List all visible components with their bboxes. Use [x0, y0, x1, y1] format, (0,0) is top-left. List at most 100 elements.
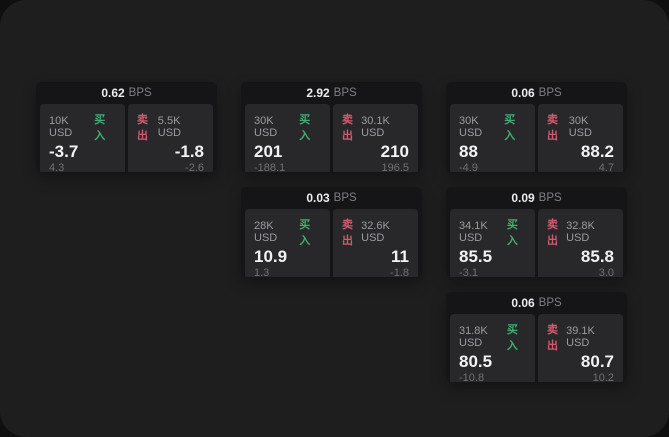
sell-quote-panel[interactable]: 卖出 32.8K USD 85.8 3.0 [538, 209, 623, 277]
sell-quote-panel[interactable]: 卖出 5.5K USD -1.8 -2.6 [128, 104, 213, 172]
sell-size: 30.1K USD [361, 115, 390, 139]
bps-spread-value: 0.06 [511, 86, 535, 100]
card-header: 0.03 BPS [241, 187, 422, 209]
sell-side-label: 卖出 [547, 219, 558, 247]
bps-spread-value: 0.09 [511, 191, 535, 205]
buy-quote-panel[interactable]: 30K USD 买入 88 -4.9 [450, 104, 535, 172]
bps-unit-label: BPS [333, 87, 357, 99]
sell-price: 88.2 [580, 142, 614, 161]
bps-unit-label: BPS [538, 192, 562, 204]
buy-side-label: 买入 [299, 114, 311, 142]
bps-unit-label: BPS [333, 192, 357, 204]
buy-delta: -10.8 [459, 371, 485, 382]
buy-delta: -4.9 [459, 161, 478, 172]
quote-panels: 30K USD 买入 88 -4.9 卖出 30K USD 88.2 4.7 [446, 104, 627, 172]
bps-spread-value: 2.92 [306, 86, 330, 100]
buy-panel-header: 31.8K USD 买入 [459, 321, 526, 353]
card-header: 0.06 BPS [446, 292, 627, 314]
sell-quote-panel[interactable]: 卖出 30K USD 88.2 4.7 [538, 104, 623, 172]
quote-card: 2.92 BPS 30K USD 买入 201 -188.1 卖出 30.1K … [241, 82, 422, 172]
buy-panel-header: 30K USD 买入 [459, 111, 526, 143]
quote-card: 0.09 BPS 34.1K USD 买入 85.5 -3.1 卖出 32.8K… [446, 187, 627, 277]
buy-size: 34.1K USD [459, 220, 488, 244]
card-header: 2.92 BPS [241, 82, 422, 104]
sell-size: 32.6K USD [361, 220, 390, 244]
buy-quote-panel[interactable]: 10K USD 买入 -3.7 4.3 [40, 104, 125, 172]
sell-panel-header: 卖出 32.8K USD [547, 216, 614, 248]
sell-price: 210 [380, 142, 409, 161]
buy-side-label: 买入 [506, 324, 518, 352]
sell-side-label: 卖出 [342, 114, 353, 142]
sell-side-label: 卖出 [342, 219, 353, 247]
bps-unit-label: BPS [128, 87, 152, 99]
quote-card: 0.06 BPS 31.8K USD 买入 80.5 -10.8 卖出 39.1… [446, 292, 627, 382]
buy-price: 85.5 [459, 247, 493, 266]
buy-price: -3.7 [49, 142, 79, 161]
buy-price: 201 [254, 142, 283, 161]
sell-quote-panel[interactable]: 卖出 30.1K USD 210 196.5 [333, 104, 418, 172]
card-header: 0.62 BPS [36, 82, 217, 104]
sell-delta: -1.8 [390, 266, 409, 277]
buy-side-label: 买入 [504, 114, 516, 142]
sell-panel-header: 卖出 32.6K USD [342, 216, 409, 248]
sell-price: -1.8 [174, 142, 204, 161]
quote-panels: 30K USD 买入 201 -188.1 卖出 30.1K USD 210 1… [241, 104, 422, 172]
bps-unit-label: BPS [538, 87, 562, 99]
sell-quote-panel[interactable]: 卖出 32.6K USD 11 -1.8 [333, 209, 418, 277]
sell-price: 80.7 [580, 352, 614, 371]
buy-panel-header: 30K USD 买入 [254, 111, 321, 143]
quote-panels: 34.1K USD 买入 85.5 -3.1 卖出 32.8K USD 85.8… [446, 209, 627, 277]
buy-quote-panel[interactable]: 31.8K USD 买入 80.5 -10.8 [450, 314, 535, 382]
buy-delta: 4.3 [49, 161, 65, 172]
buy-panel-header: 34.1K USD 买入 [459, 216, 526, 248]
buy-panel-header: 10K USD 买入 [49, 111, 116, 143]
buy-side-label: 买入 [299, 219, 311, 247]
buy-price: 88 [459, 142, 478, 161]
sell-size: 30K USD [568, 115, 592, 139]
sell-delta: -2.6 [185, 161, 204, 172]
buy-size: 10K USD [49, 115, 73, 139]
buy-side-label: 买入 [94, 114, 106, 142]
sell-delta: 10.2 [592, 371, 614, 382]
sell-delta: 196.5 [381, 161, 409, 172]
quote-card: 0.62 BPS 10K USD 买入 -3.7 4.3 卖出 5.5K USD… [36, 82, 217, 172]
buy-delta: 1.3 [254, 266, 270, 277]
quote-panels: 31.8K USD 买入 80.5 -10.8 卖出 39.1K USD 80.… [446, 314, 627, 382]
sell-size: 32.8K USD [566, 220, 595, 244]
buy-size: 31.8K USD [459, 325, 488, 349]
buy-quote-panel[interactable]: 28K USD 买入 10.9 1.3 [245, 209, 330, 277]
quote-card: 0.06 BPS 30K USD 买入 88 -4.9 卖出 30K USD 8… [446, 82, 627, 172]
buy-panel-header: 28K USD 买入 [254, 216, 321, 248]
buy-size: 28K USD [254, 220, 278, 244]
sell-price: 85.8 [580, 247, 614, 266]
sell-size: 39.1K USD [566, 325, 595, 349]
buy-size: 30K USD [459, 115, 483, 139]
sell-panel-header: 卖出 30.1K USD [342, 111, 409, 143]
buy-quote-panel[interactable]: 30K USD 买入 201 -188.1 [245, 104, 330, 172]
sell-panel-header: 卖出 5.5K USD [137, 111, 204, 143]
quote-cards-grid: 0.62 BPS 10K USD 买入 -3.7 4.3 卖出 5.5K USD… [36, 82, 627, 382]
buy-price: 10.9 [254, 247, 288, 266]
bps-spread-value: 0.06 [511, 296, 535, 310]
quote-panels: 28K USD 买入 10.9 1.3 卖出 32.6K USD 11 -1.8 [241, 209, 422, 277]
quote-card: 0.03 BPS 28K USD 买入 10.9 1.3 卖出 32.6K US… [241, 187, 422, 277]
card-header: 0.09 BPS [446, 187, 627, 209]
sell-delta: 3.0 [598, 266, 614, 277]
sell-side-label: 卖出 [547, 324, 558, 352]
card-header: 0.06 BPS [446, 82, 627, 104]
bps-spread-value: 0.62 [101, 86, 125, 100]
buy-quote-panel[interactable]: 34.1K USD 买入 85.5 -3.1 [450, 209, 535, 277]
sell-size: 5.5K USD [157, 115, 182, 139]
buy-delta: -188.1 [254, 161, 286, 172]
sell-delta: 4.7 [598, 161, 614, 172]
sell-side-label: 卖出 [547, 114, 558, 142]
sell-price: 11 [391, 247, 409, 266]
buy-price: 80.5 [459, 352, 493, 371]
sell-panel-header: 卖出 39.1K USD [547, 321, 614, 353]
bps-spread-value: 0.03 [306, 191, 330, 205]
buy-side-label: 买入 [506, 219, 518, 247]
bps-unit-label: BPS [538, 297, 562, 309]
sell-quote-panel[interactable]: 卖出 39.1K USD 80.7 10.2 [538, 314, 623, 382]
sell-panel-header: 卖出 30K USD [547, 111, 614, 143]
